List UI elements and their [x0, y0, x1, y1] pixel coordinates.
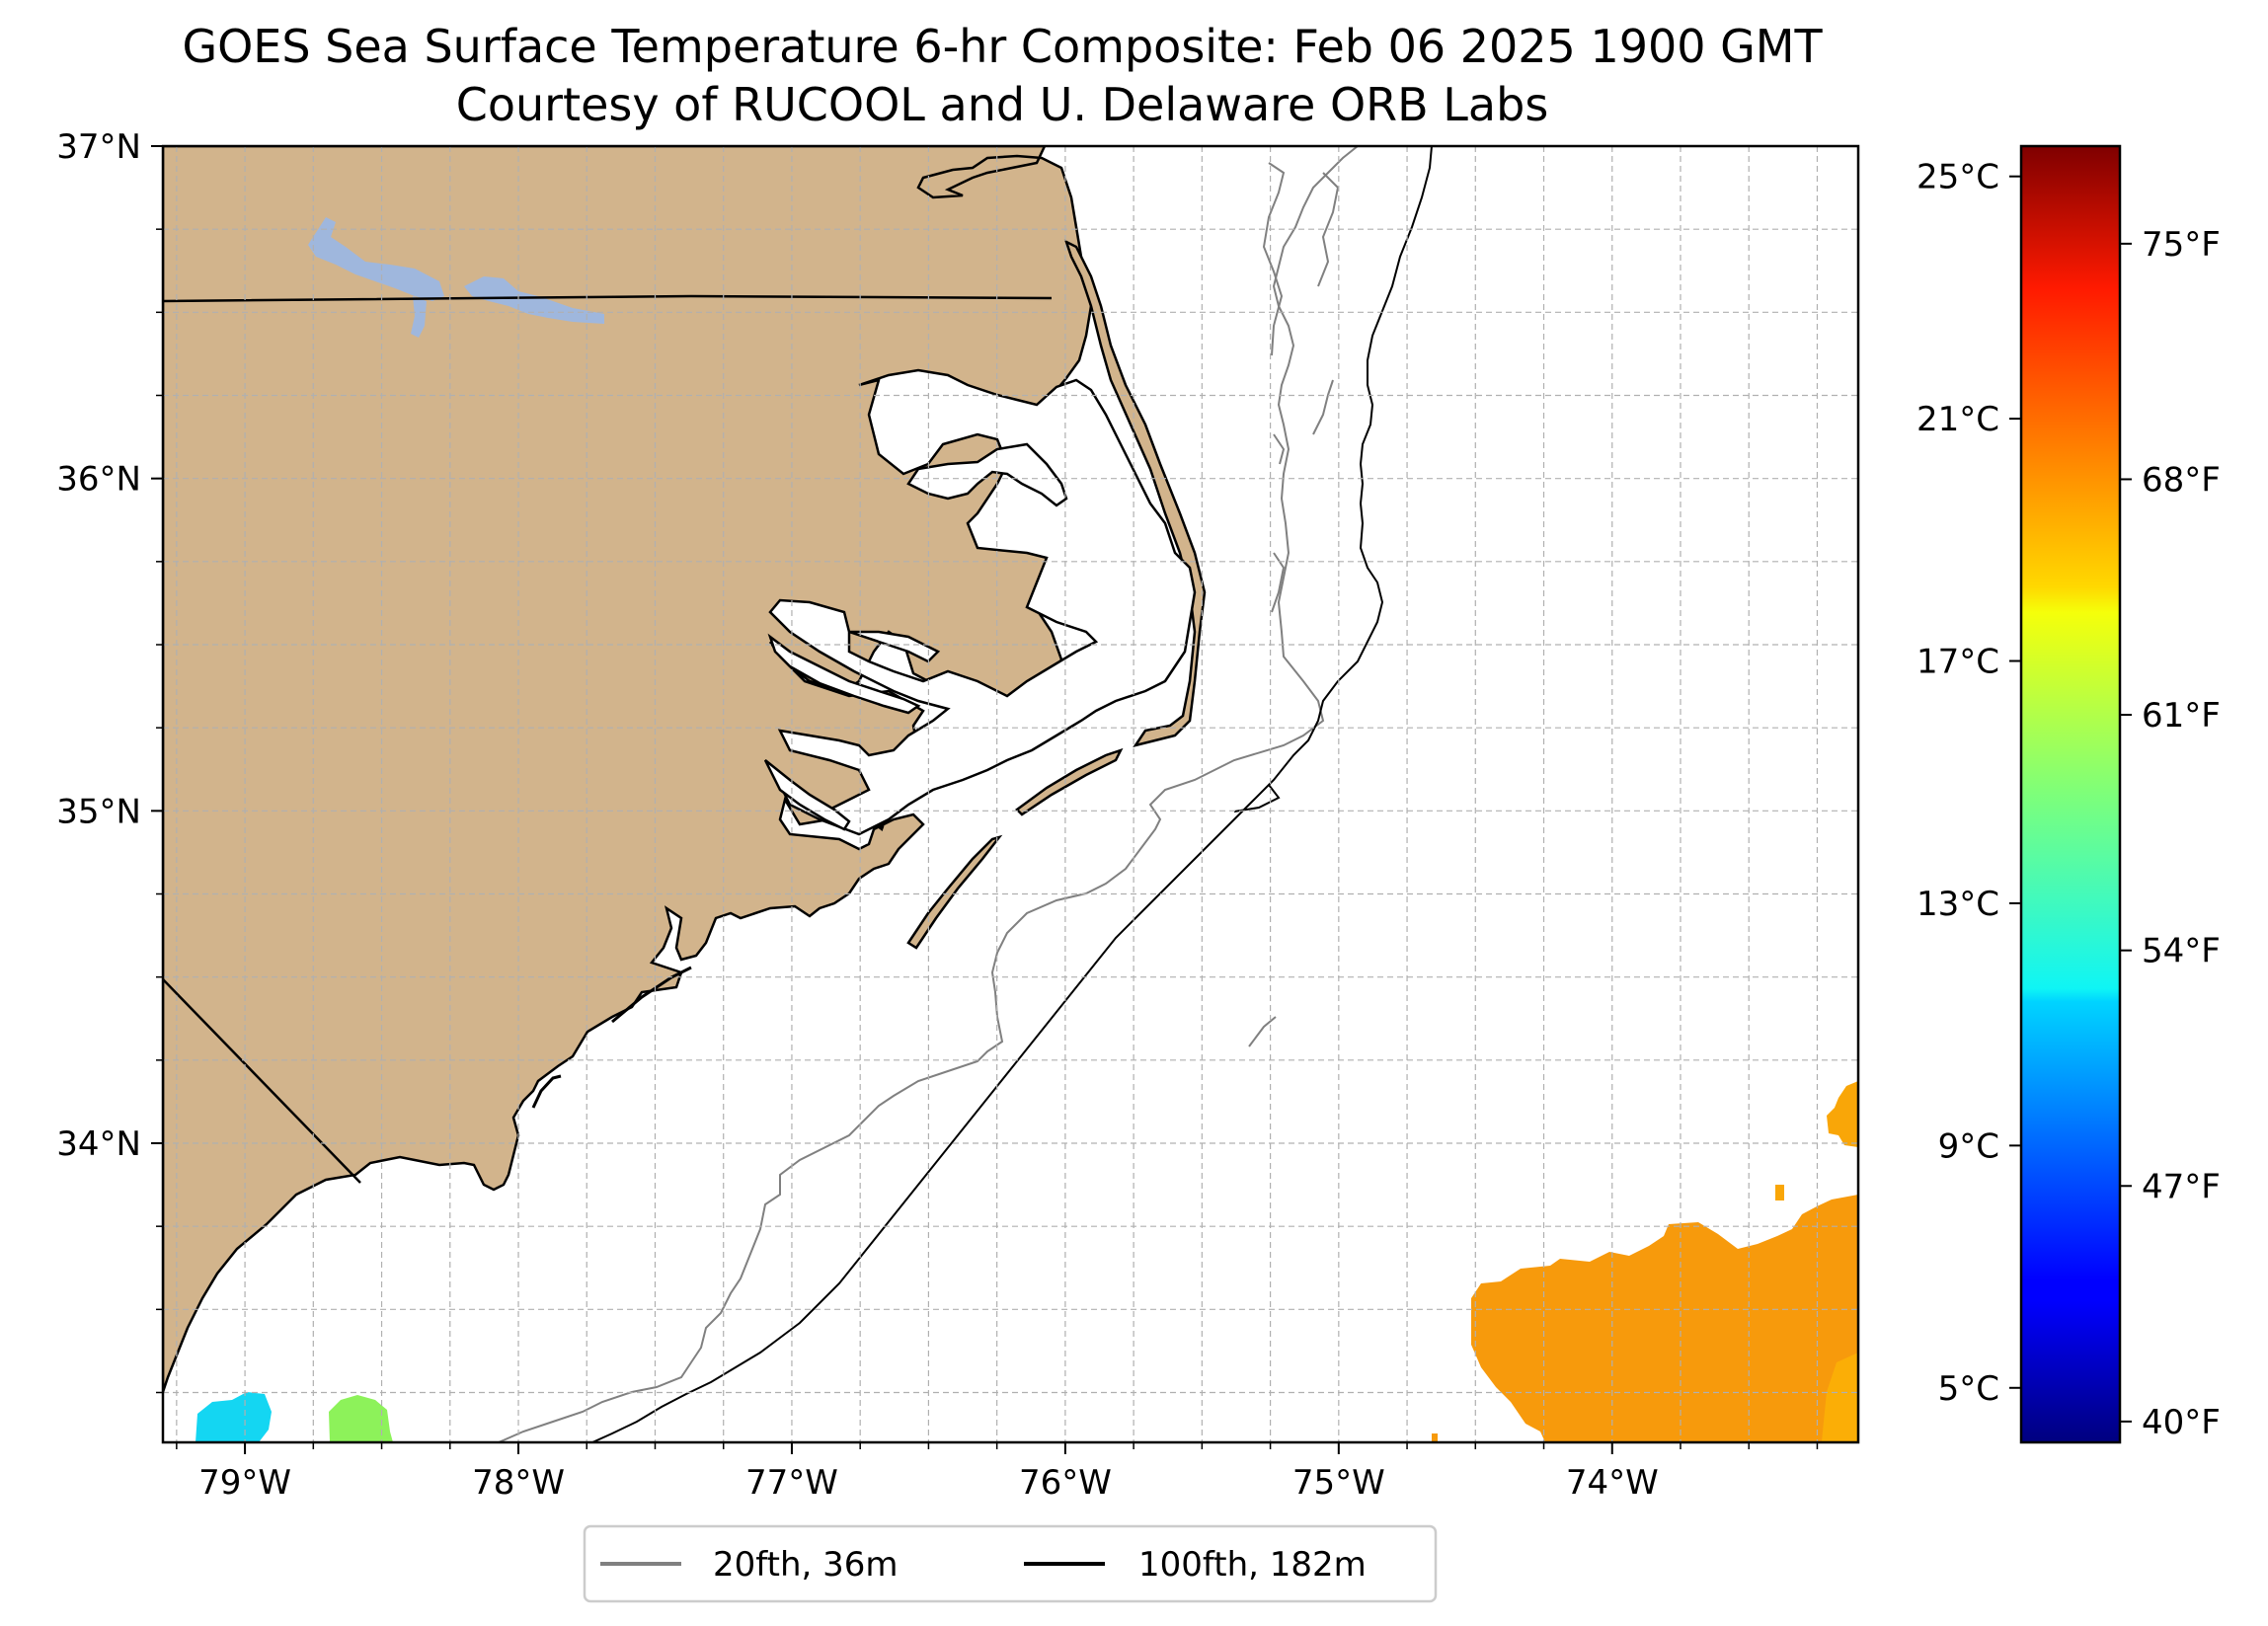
colorbar: 25°C 21°C 17°C 13°C 9°C 5°C 75°F 68°F 61°F 54°F 4… — [1916, 144, 2221, 1444]
colorbar-celsius-label: 5°C — [1938, 1369, 1999, 1409]
isobath-20fth-shoals-4 — [1273, 433, 1286, 465]
outer-banks-north — [1063, 239, 1207, 747]
bathymetry-legend: 20fth, 36m 100fth, 182m — [583, 1524, 1438, 1603]
y-tick-label: 35°N — [56, 792, 141, 831]
y-tick-label: 34°N — [56, 1124, 141, 1164]
pamlico-river — [767, 633, 921, 715]
pamlico-sound — [768, 368, 1197, 836]
outer-banks-south-3 — [611, 966, 692, 1024]
isobath-20fth-shoals-3 — [1271, 552, 1286, 613]
map-area: 79°W 78°W 77°W 76°W 75°W 74°W 37°N 36°N 35°N 34°… — [56, 127, 1860, 1503]
y-axis-ticks: 37°N 36°N 35°N 34°N — [56, 127, 163, 1394]
isobath-100fth — [591, 146, 1433, 1442]
sst-patch-warm-speck-2 — [1432, 1433, 1438, 1442]
map-frame — [161, 144, 1860, 1444]
colorbar-gradient — [2019, 144, 2122, 1444]
kerr-lake — [308, 217, 444, 301]
colorbar-fahrenheit-ticks: 75°F 68°F 61°F 54°F 47°F 40°F — [2120, 225, 2221, 1442]
x-tick-label: 75°W — [1292, 1463, 1385, 1503]
colorbar-fahrenheit-label: 40°F — [2142, 1403, 2221, 1442]
va-nc-border — [163, 294, 1053, 303]
outer-banks-south-1 — [1015, 747, 1124, 816]
x-tick-label: 78°W — [472, 1463, 565, 1503]
map-gridlines — [163, 146, 1858, 1442]
nc-sc-border — [163, 978, 361, 1184]
sst-patch-warm-speck — [1775, 1185, 1784, 1200]
sst-patch-warm-east — [1822, 1353, 1858, 1442]
colorbar-fahrenheit-label: 54°F — [2142, 932, 2221, 971]
y-tick-label: 36°N — [56, 460, 141, 500]
sst-patch-warm-southeast — [1471, 1195, 1858, 1442]
albemarle-sound — [906, 442, 1068, 507]
outer-banks-south-2 — [906, 834, 1003, 950]
x-tick-label: 74°W — [1566, 1463, 1659, 1503]
legend-label-100fth: 100fth, 182m — [1138, 1545, 1367, 1585]
x-tick-label: 77°W — [745, 1463, 838, 1503]
sst-patch-warm-northeast — [1827, 1081, 1858, 1147]
x-tick-label: 76°W — [1019, 1463, 1112, 1503]
neuse-river — [763, 759, 851, 831]
colorbar-fahrenheit-label: 75°F — [2142, 225, 2221, 265]
colorbar-celsius-label: 25°C — [1916, 158, 1999, 197]
colorbar-celsius-label: 21°C — [1916, 400, 1999, 439]
map-title-line1: GOES Sea Surface Temperature 6-hr Compos… — [182, 20, 1823, 73]
x-axis-ticks: 79°W 78°W 77°W 76°W 75°W 74°W — [176, 1442, 1819, 1503]
colorbar-fahrenheit-label: 68°F — [2142, 460, 2221, 500]
legend-label-20fth: 20fth, 36m — [713, 1545, 899, 1585]
legend-box — [583, 1524, 1438, 1603]
x-tick-label: 79°W — [198, 1463, 291, 1503]
isobath-20fth-shoals-6 — [1248, 1016, 1277, 1047]
lake-spur — [411, 296, 427, 338]
isobath-100fth-hook — [1233, 784, 1281, 813]
colorbar-celsius-ticks: 25°C 21°C 17°C 13°C 9°C 5°C — [1916, 158, 2021, 1409]
colorbar-celsius-label: 17°C — [1916, 643, 1999, 682]
outer-banks-south-4 — [531, 1074, 562, 1109]
map-title-line2: Courtesy of RUCOOL and U. Delaware ORB L… — [456, 78, 1549, 131]
sst-patch-cold-west — [196, 1392, 272, 1442]
colorbar-fahrenheit-label: 47°F — [2142, 1167, 2221, 1206]
colorbar-celsius-label: 9°C — [1938, 1126, 1999, 1166]
y-tick-label: 37°N — [56, 127, 141, 167]
isobath-20fth-shoals-2 — [1317, 172, 1340, 287]
colorbar-celsius-label: 13°C — [1916, 885, 1999, 924]
colorbar-fahrenheit-label: 61°F — [2142, 696, 2221, 736]
isobath-20fth-shoals-1 — [1262, 162, 1286, 356]
isobath-20fth-shoals-5 — [1312, 379, 1334, 435]
isobath-20fth — [498, 146, 1359, 1442]
sst-patch-cool-east — [329, 1395, 393, 1442]
